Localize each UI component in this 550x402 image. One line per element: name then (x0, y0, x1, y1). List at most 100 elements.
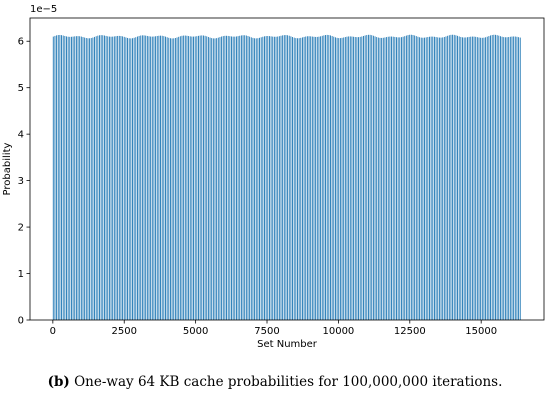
bar (458, 36, 460, 320)
bar (95, 36, 97, 320)
bar (249, 36, 251, 321)
bar (424, 37, 425, 320)
bar (56, 35, 58, 321)
bar (125, 37, 127, 320)
bar (518, 37, 520, 321)
bar (473, 36, 475, 321)
bar (344, 37, 346, 320)
bar (168, 37, 170, 321)
bar (80, 36, 82, 321)
bar (242, 35, 244, 320)
bar (504, 37, 506, 320)
bar (181, 35, 183, 321)
bar (326, 34, 328, 321)
bar (495, 34, 496, 321)
bar (410, 34, 412, 320)
bar (234, 36, 236, 320)
y-tick-label: 1 (18, 269, 24, 280)
bar (155, 36, 157, 320)
bar (115, 36, 117, 321)
bar (409, 34, 411, 320)
bar (89, 38, 91, 321)
bar (52, 36, 54, 320)
x-axis: 0 2500 5000 7500 10000 12500 15000 (50, 320, 497, 337)
bar (508, 37, 510, 320)
bar (359, 36, 361, 321)
bar (516, 36, 518, 321)
figure-caption: (b) One-way 64 KB cache probabilities fo… (0, 374, 550, 390)
bar (480, 37, 482, 320)
bar (132, 38, 133, 320)
bar (457, 35, 458, 321)
bar (430, 36, 432, 320)
bar (229, 36, 231, 320)
bar (166, 37, 168, 320)
bar (346, 36, 348, 321)
bar (318, 36, 320, 320)
bar (118, 35, 120, 321)
bar (92, 37, 94, 321)
bar (440, 37, 442, 321)
bar (211, 38, 213, 320)
bar (333, 36, 335, 321)
bar (292, 37, 293, 320)
bar (392, 36, 394, 320)
bar (280, 35, 282, 321)
bar (339, 38, 341, 321)
bar (107, 36, 109, 320)
bar (127, 37, 128, 320)
bar (275, 36, 277, 321)
bar (485, 37, 487, 320)
bar (285, 35, 287, 321)
bar (450, 34, 452, 321)
bar (176, 37, 178, 320)
bar (259, 37, 260, 321)
bar (282, 35, 284, 321)
bar (270, 36, 272, 321)
bar (381, 37, 383, 321)
bar (245, 35, 247, 320)
bar (509, 36, 511, 320)
y-tick-label: 0 (18, 316, 24, 327)
bar (462, 37, 463, 320)
bar (475, 36, 477, 320)
bar (348, 36, 350, 320)
bar (419, 37, 421, 321)
bar (354, 37, 356, 320)
bar (293, 37, 295, 320)
bar (379, 37, 381, 321)
bar (153, 36, 155, 320)
bar (165, 36, 166, 320)
bar (364, 35, 366, 320)
bar (498, 35, 500, 321)
bar (384, 37, 386, 320)
bar (396, 37, 397, 320)
bar (84, 37, 86, 320)
bar (244, 35, 246, 321)
bar (325, 35, 326, 320)
bar (397, 37, 399, 321)
bar (207, 36, 209, 320)
bar (188, 36, 190, 321)
bar (369, 34, 371, 321)
bar (221, 36, 223, 320)
bar (198, 35, 199, 321)
y-axis-label: Probability (2, 142, 13, 195)
x-tick-label: 10000 (322, 326, 354, 337)
bar (199, 35, 201, 320)
bar (255, 38, 257, 321)
bar (61, 35, 62, 320)
bar (466, 37, 468, 320)
bar (414, 35, 416, 320)
bar (471, 36, 473, 320)
bar (222, 36, 224, 320)
bar (250, 37, 252, 320)
y-tick-label: 3 (18, 176, 24, 187)
bar (85, 38, 87, 321)
bar (358, 37, 359, 321)
bar (308, 36, 310, 320)
bar (420, 37, 422, 321)
bar (82, 37, 84, 321)
y-tick-label: 2 (18, 223, 24, 234)
bar (64, 35, 66, 321)
